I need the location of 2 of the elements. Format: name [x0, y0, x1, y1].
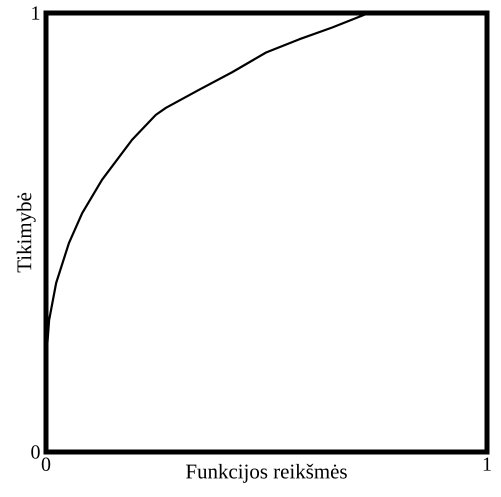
x-axis-title: Funkcijos reikšmės	[186, 464, 347, 483]
y-axis-title: Tikimybė	[16, 192, 36, 272]
